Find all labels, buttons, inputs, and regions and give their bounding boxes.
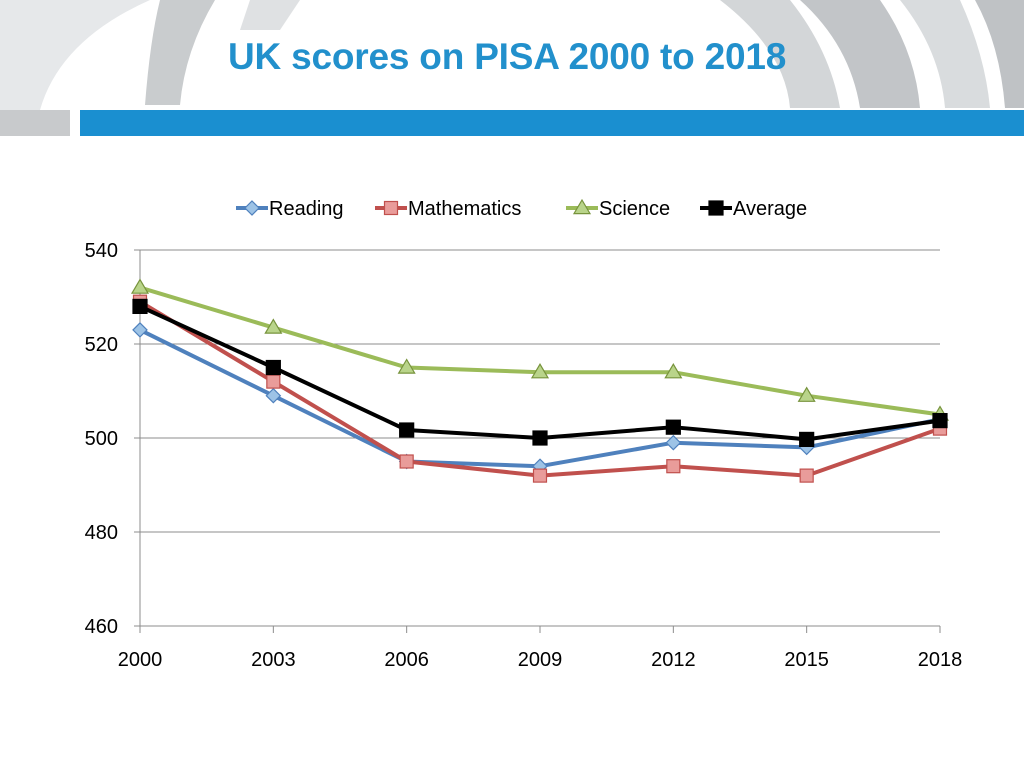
data-point-mathematics <box>799 468 814 483</box>
y-tick-label: 540 <box>85 240 118 262</box>
data-point-reading <box>132 322 148 338</box>
slide-title: UK scores on PISA 2000 to 2018 <box>228 36 787 77</box>
data-point-average <box>265 359 281 376</box>
legend-item-reading: Reading <box>236 198 344 220</box>
data-point-mathematics <box>399 454 414 469</box>
legend-swatch-marker <box>383 200 399 216</box>
x-tick-label: 2018 <box>918 649 963 671</box>
series-average <box>132 298 948 448</box>
decor-arc-mid <box>240 0 300 30</box>
data-point-science <box>130 278 150 294</box>
header-bar-grey <box>0 110 70 136</box>
decor-arc-right-1 <box>720 0 840 108</box>
legend-swatch-marker <box>244 200 260 216</box>
data-point-science <box>664 363 683 379</box>
y-tick-label: 520 <box>85 334 118 356</box>
decor-arc-right-4 <box>975 0 1024 108</box>
legend: Reading Mathematics Science Average <box>236 198 807 220</box>
series-line-science <box>139 285 941 417</box>
data-point-average <box>132 298 148 314</box>
legend-label: Reading <box>269 198 344 220</box>
x-tick-label: 2012 <box>651 649 696 671</box>
data-point-reading <box>265 387 282 404</box>
legend-swatch-marker <box>708 200 724 216</box>
legend-item-science: Science <box>566 198 670 220</box>
data-point-mathematics <box>666 459 681 474</box>
legend-label: Science <box>599 198 670 220</box>
y-tick-label: 480 <box>85 522 118 544</box>
x-tick-label: 2003 <box>251 649 296 671</box>
y-tick-label: 460 <box>85 616 118 638</box>
data-point-science <box>797 386 816 402</box>
legend-item-mathematics: Mathematics <box>375 198 521 220</box>
y-tick-label: 500 <box>85 428 118 450</box>
series-science <box>130 278 950 421</box>
axes: 460 480 500 520 540 2000 2003 2006 2009 2012 2015 2… <box>85 240 963 671</box>
x-tick-label: 2015 <box>784 649 829 671</box>
data-point-science <box>530 363 550 379</box>
data-point-science <box>264 318 283 334</box>
decor-arc-right-3 <box>900 0 990 108</box>
decor-arc-left <box>0 0 150 110</box>
data-point-science <box>397 358 416 374</box>
legend-label: Mathematics <box>408 198 521 220</box>
data-point-mathematics <box>532 468 548 483</box>
data-point-average <box>932 413 948 429</box>
data-point-average <box>532 430 548 446</box>
data-point-average <box>799 431 815 448</box>
x-tick-label: 2006 <box>384 649 429 671</box>
header-bar <box>80 110 1024 136</box>
data-point-average <box>399 422 415 438</box>
decor-arc-right-2 <box>800 0 920 108</box>
decor-arc-left-dark <box>145 0 215 105</box>
legend-swatch-marker <box>572 198 592 215</box>
x-tick-label: 2000 <box>118 649 163 671</box>
series-reading <box>132 322 948 475</box>
header-decoration <box>0 0 1024 136</box>
x-tick-label: 2009 <box>518 649 563 671</box>
legend-item-average: Average <box>700 198 807 220</box>
data-point-reading <box>665 434 682 451</box>
data-point-average <box>665 419 681 435</box>
series <box>130 278 950 483</box>
legend-label: Average <box>733 198 807 220</box>
data-point-mathematics <box>266 374 281 389</box>
